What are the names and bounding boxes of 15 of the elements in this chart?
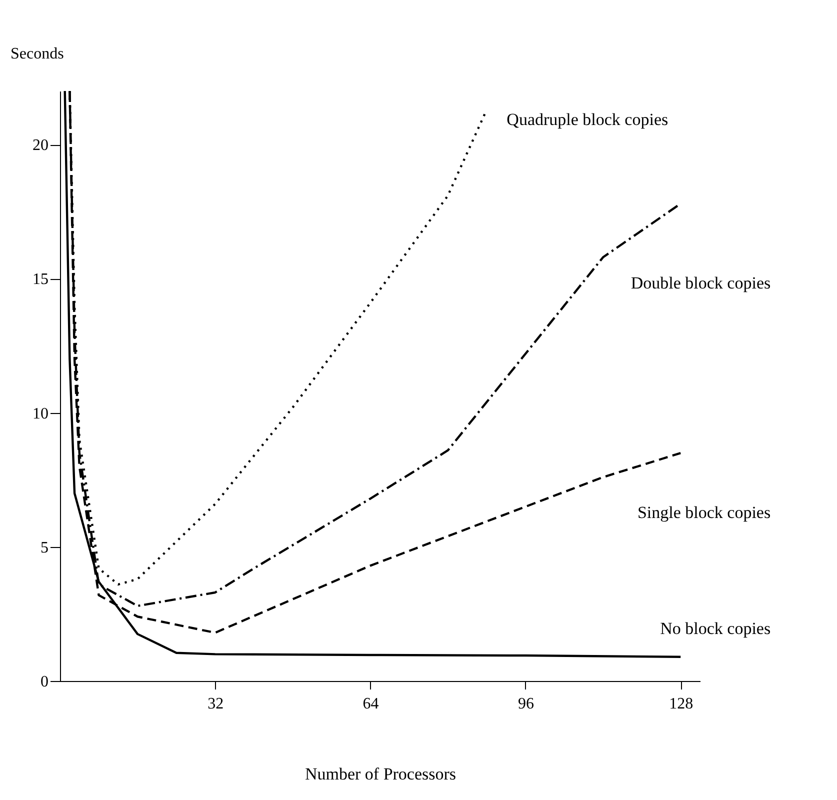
x-tick-label: 128	[669, 696, 694, 712]
x-tick-label: 96	[518, 696, 534, 712]
y-tick-label: 20	[32, 137, 48, 154]
y-tick-label: 10	[32, 405, 48, 422]
x-tick-label: 32	[208, 696, 224, 712]
series-label: Quadruple block copies	[506, 110, 668, 129]
x-tick-label: 64	[362, 696, 379, 712]
series-label: No block copies	[660, 618, 771, 638]
y-tick-label: 15	[32, 271, 48, 288]
y-tick-label: 0	[40, 674, 48, 690]
y-axis-title: Seconds	[10, 46, 64, 62]
x-axis-title: Number of Processors	[304, 764, 456, 784]
text: Single block copies	[637, 503, 771, 522]
series-label: Double block copies	[630, 274, 771, 293]
y-tick-label: 5	[40, 539, 48, 556]
